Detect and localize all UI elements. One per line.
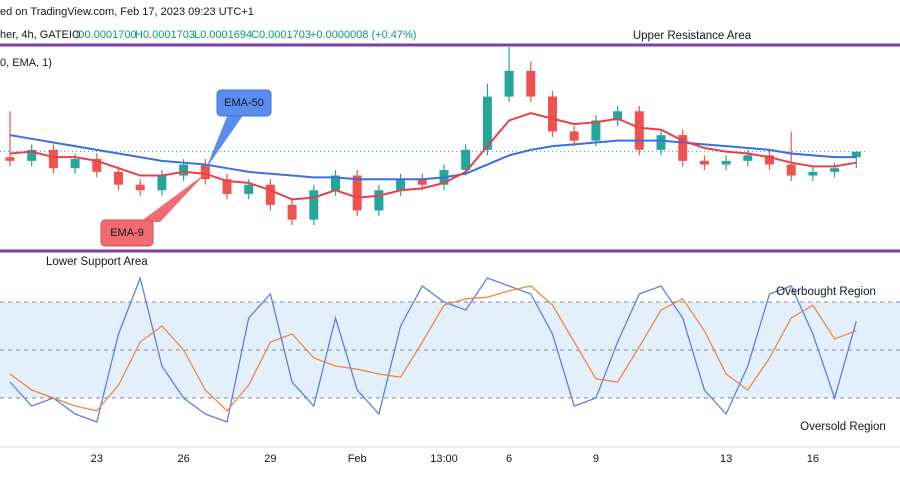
candle-body bbox=[200, 164, 210, 180]
candle-body bbox=[179, 164, 189, 176]
candle-body bbox=[92, 159, 102, 172]
callout-label: EMA-50 bbox=[224, 97, 264, 109]
ema-line bbox=[9, 112, 857, 201]
ohlc-open: O0.0001700 bbox=[76, 29, 137, 41]
candle-body bbox=[851, 151, 861, 158]
candle-body bbox=[569, 131, 579, 141]
callout-box bbox=[216, 89, 272, 117]
candle-body bbox=[244, 184, 254, 194]
callout-box bbox=[100, 219, 154, 247]
candle-body bbox=[374, 190, 384, 211]
candle-body bbox=[309, 190, 319, 220]
candle-body bbox=[504, 70, 514, 97]
candle-body bbox=[482, 96, 492, 150]
candle-body bbox=[808, 171, 818, 176]
candle-body bbox=[27, 149, 37, 161]
stoch-line bbox=[9, 275, 857, 423]
ema-line bbox=[9, 134, 857, 181]
indicator-label: 0, EMA, 1) bbox=[0, 57, 52, 69]
candle-body bbox=[613, 111, 623, 121]
ohlc-low: L0.0001694 bbox=[194, 29, 252, 41]
candle-body bbox=[114, 171, 123, 185]
x-tick-label: 13 bbox=[720, 453, 732, 465]
x-tick-label: 23 bbox=[91, 453, 103, 465]
candle-body bbox=[721, 160, 731, 165]
candle-body bbox=[48, 149, 58, 169]
candle-body bbox=[526, 70, 536, 97]
candle-body bbox=[396, 179, 406, 191]
ohlc-close: C0.0001703 bbox=[251, 29, 311, 41]
overbought-label: Overbought Region bbox=[776, 286, 876, 298]
candle-body bbox=[765, 155, 774, 165]
source-label: ed on TradingView.com, Feb 17, 2023 09:2… bbox=[0, 6, 254, 18]
candle-body bbox=[5, 157, 15, 161]
candle-body bbox=[634, 111, 644, 150]
candle-body bbox=[699, 160, 709, 165]
callout-pointer bbox=[206, 114, 244, 169]
candle-body bbox=[786, 164, 796, 176]
candle-body bbox=[656, 135, 666, 150]
callout-label: EMA-9 bbox=[110, 227, 144, 239]
candle-body bbox=[287, 204, 297, 220]
oversold-label: Oversold Region bbox=[800, 421, 886, 433]
symbol-label: her, 4h, GATEIO bbox=[0, 29, 81, 41]
ohlc-change: +0.0000008 (+0.47%) bbox=[310, 29, 416, 41]
candle-body bbox=[135, 184, 145, 191]
stoch-line bbox=[9, 285, 857, 412]
x-tick-label: 13:00 bbox=[430, 453, 458, 465]
candle-body bbox=[352, 175, 362, 211]
candle-body bbox=[157, 175, 167, 191]
candle-body bbox=[830, 168, 840, 172]
candle-body bbox=[743, 155, 753, 161]
x-tick-label: Feb bbox=[348, 453, 367, 465]
candle-body bbox=[461, 149, 471, 171]
candle-body bbox=[417, 179, 427, 185]
candle-body bbox=[222, 179, 232, 194]
candle-body bbox=[678, 135, 688, 161]
x-tick-label: 6 bbox=[506, 453, 512, 465]
resistance-label: Upper Resistance Area bbox=[633, 30, 752, 42]
x-tick-label: 16 bbox=[807, 453, 819, 465]
support-label: Lower Support Area bbox=[46, 256, 148, 268]
x-tick-label: 9 bbox=[593, 453, 599, 465]
x-tick-label: 26 bbox=[177, 453, 189, 465]
candle-body bbox=[331, 175, 340, 191]
candle-body bbox=[70, 159, 80, 169]
candle-body bbox=[265, 184, 275, 205]
x-tick-label: 29 bbox=[264, 453, 276, 465]
callout-pointer bbox=[140, 173, 206, 222]
candle-body bbox=[591, 120, 601, 141]
ohlc-high: H0.0001703 bbox=[135, 29, 195, 41]
candle-body bbox=[548, 96, 557, 132]
